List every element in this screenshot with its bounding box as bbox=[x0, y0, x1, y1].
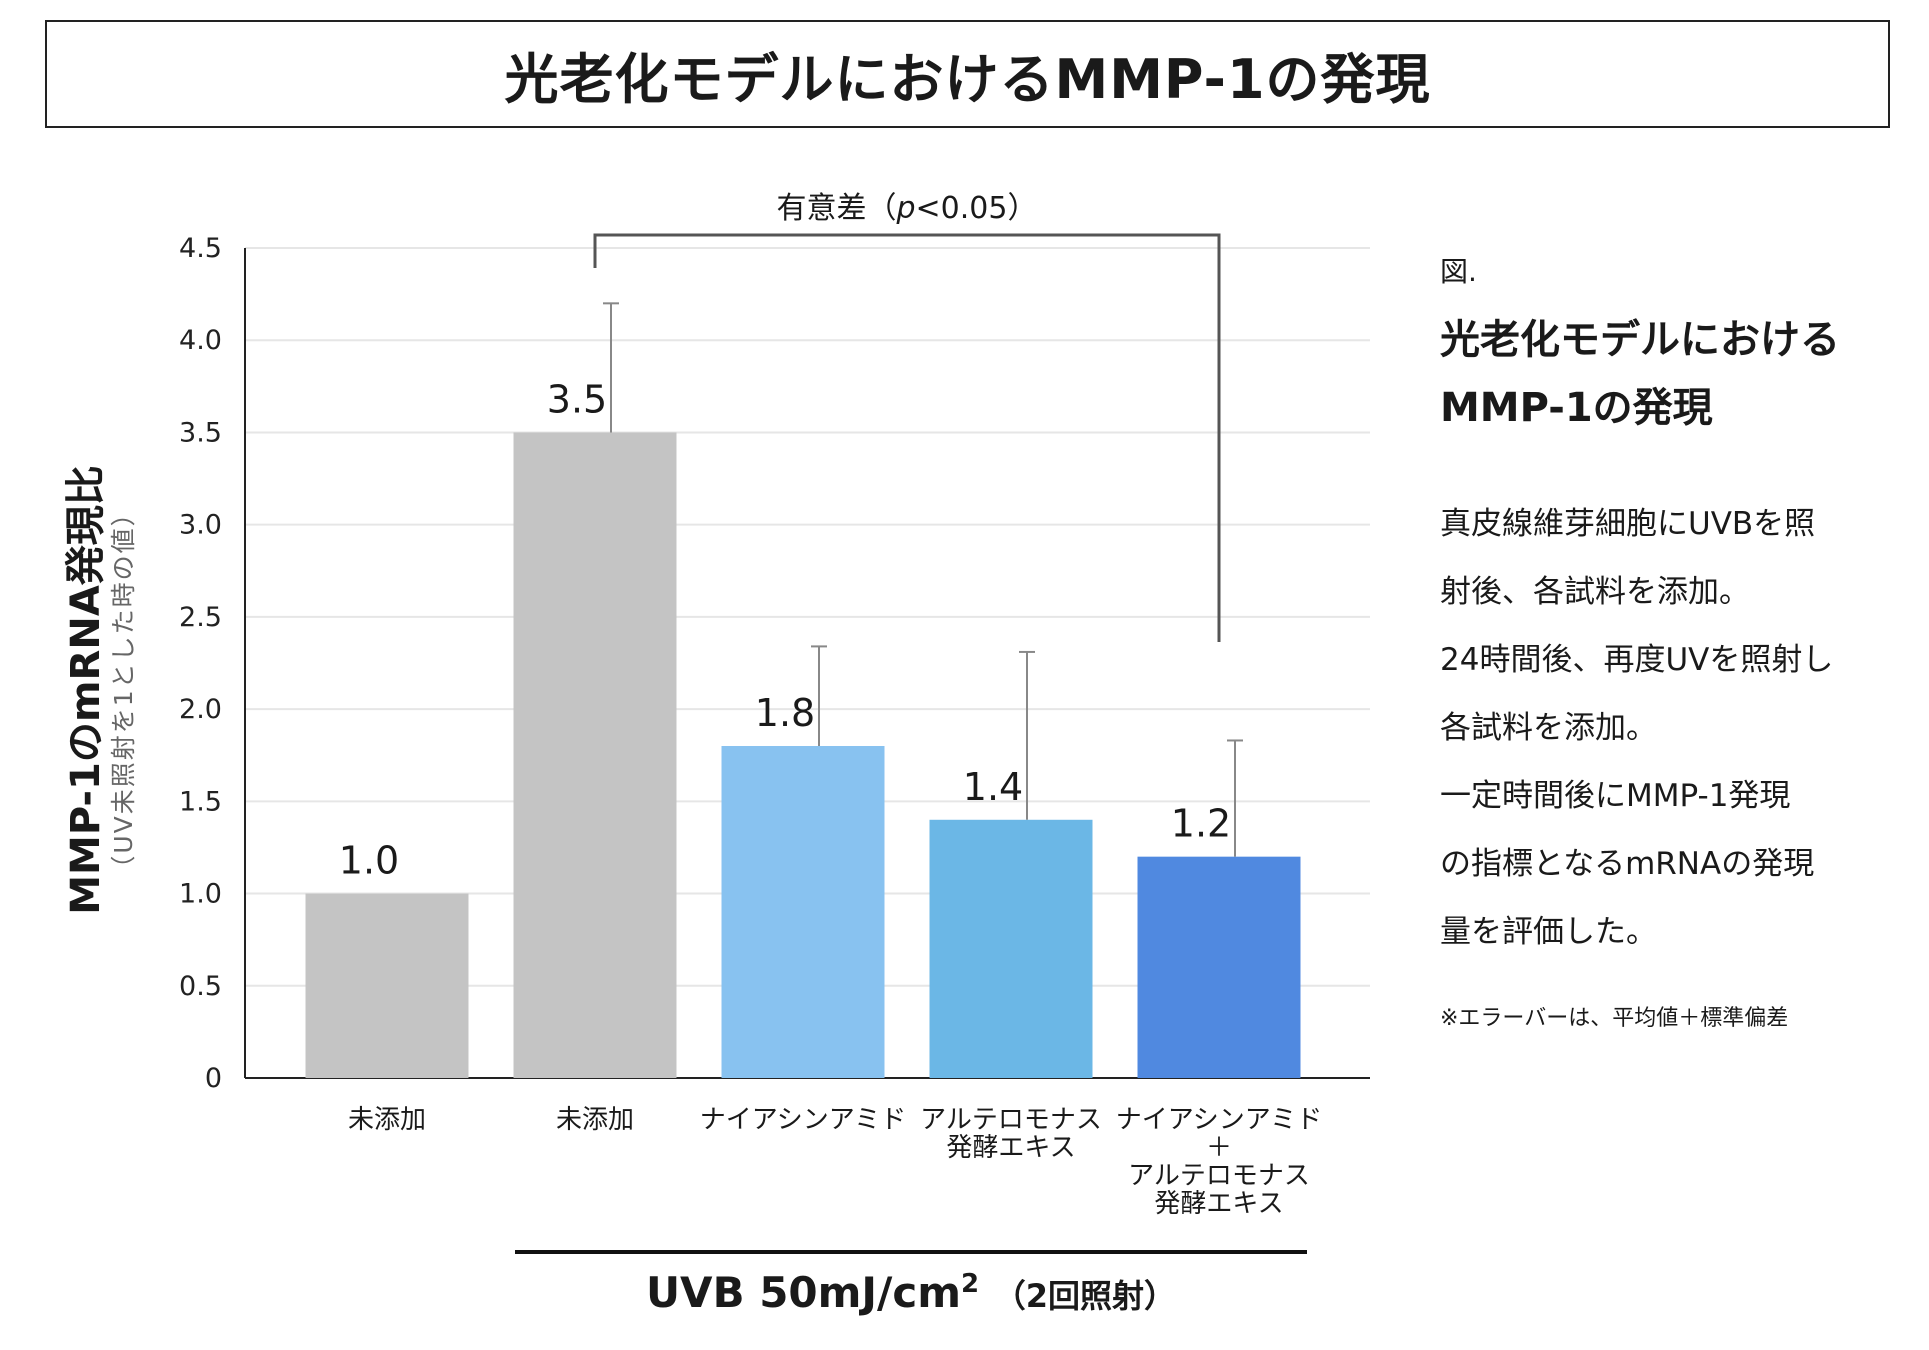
significance-label: 有意差（p<0.05） bbox=[777, 191, 1038, 226]
y-tick-label: 2.0 bbox=[179, 694, 222, 725]
x-tick-label: ナイアシンアミド bbox=[700, 1105, 906, 1135]
x-tick-label: 未添加 bbox=[348, 1105, 426, 1135]
data-label: 1.8 bbox=[755, 691, 815, 735]
y-tick-label: 0 bbox=[205, 1063, 222, 1094]
uvb-label-text: UVB 50mJ/cm bbox=[645, 1268, 962, 1317]
y-tick-label: 3.0 bbox=[179, 510, 222, 541]
figure-caption: 図. 光老化モデルにおける MMP-1の発現 真皮線維芽細胞にUVBを照 射後、… bbox=[1440, 250, 1900, 1032]
y-tick-label: 0.5 bbox=[179, 971, 222, 1002]
bar bbox=[721, 746, 885, 1078]
bar bbox=[305, 893, 469, 1078]
uvb-label-suffix: （2回照射） bbox=[993, 1277, 1177, 1315]
y-axis-label: MMP-1のmRNA発現比 bbox=[63, 465, 109, 915]
description-line: 射後、各試料を添加。 bbox=[1440, 574, 1750, 610]
data-label: 1.0 bbox=[339, 839, 399, 883]
uvb-group-line bbox=[515, 1250, 1307, 1254]
x-tick-label: 発酵エキス bbox=[1154, 1189, 1283, 1219]
y-tick-label: 3.5 bbox=[179, 417, 222, 448]
figure-label: 図. bbox=[1440, 255, 1477, 288]
bar bbox=[929, 819, 1093, 1078]
data-label: 1.2 bbox=[1171, 802, 1231, 846]
figure-title-line-1: 光老化モデルにおける bbox=[1440, 317, 1840, 363]
bar bbox=[1137, 856, 1301, 1078]
bar-chart: 0 0.5 1.0 1.5 2.0 2.5 3.0 3.5 4.0 4.5 1.0 未添加 3.5 未添加… bbox=[179, 191, 1370, 1219]
uvb-label-sup: 2 bbox=[961, 1269, 980, 1299]
description-line: 真皮線維芽細胞にUVBを照 bbox=[1440, 506, 1816, 542]
y-tick-label: 1.0 bbox=[179, 879, 222, 910]
figure-description: 真皮線維芽細胞にUVBを照 射後、各試料を添加。 24時間後、再度UVを照射し … bbox=[1440, 490, 1900, 966]
bar bbox=[513, 432, 677, 1078]
x-tick-label: ＋ bbox=[1206, 1133, 1232, 1163]
y-tick-label: 4.5 bbox=[179, 233, 222, 264]
y-tick-label: 4.0 bbox=[179, 325, 222, 356]
error-bar-note: ※エラーバーは、平均値＋標準偏差 bbox=[1440, 1006, 1789, 1031]
data-label: 3.5 bbox=[547, 377, 607, 421]
page-title: 光老化モデルにおけるMMP-1の発現 bbox=[45, 20, 1890, 128]
uvb-group-label: UVB 50mJ/cm2 （2回照射） bbox=[515, 1268, 1307, 1317]
description-line: 量を評価した。 bbox=[1440, 914, 1657, 950]
description-line: の指標となるmRNAの発現 bbox=[1440, 846, 1815, 882]
x-tick-label: 発酵エキス bbox=[946, 1133, 1075, 1163]
x-tick-label: ナイアシンアミド bbox=[1116, 1105, 1322, 1135]
description-line: 24時間後、再度UVを照射し bbox=[1440, 642, 1834, 678]
x-tick-label: アルテロモナス bbox=[1128, 1161, 1310, 1191]
description-line: 一定時間後にMMP-1発現 bbox=[1440, 778, 1791, 814]
data-label: 1.4 bbox=[963, 765, 1023, 809]
figure-title-line-2: MMP-1の発現 bbox=[1440, 385, 1713, 431]
x-tick-label: アルテロモナス bbox=[920, 1105, 1102, 1135]
figure-title: 光老化モデルにおける MMP-1の発現 bbox=[1440, 306, 1900, 442]
y-tick-label: 2.5 bbox=[179, 602, 222, 633]
y-axis-sublabel: （UV未照射を1とした時の値） bbox=[109, 499, 138, 881]
y-tick-label: 1.5 bbox=[179, 786, 222, 817]
description-line: 各試料を添加。 bbox=[1440, 710, 1657, 746]
x-tick-label: 未添加 bbox=[556, 1105, 634, 1135]
significance-bracket bbox=[593, 233, 1221, 642]
